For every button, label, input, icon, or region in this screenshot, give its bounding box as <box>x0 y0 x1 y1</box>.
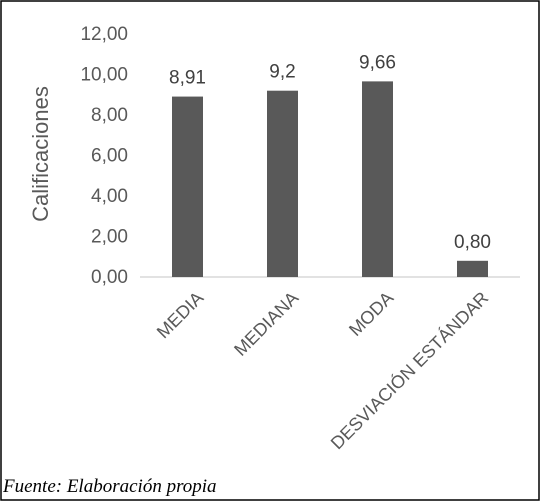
bar <box>172 96 203 277</box>
data-label: 8,91 <box>169 68 206 89</box>
y-tick-label: 0,00 <box>91 267 128 288</box>
data-label: 9,2 <box>269 62 295 83</box>
y-tick-label: 8,00 <box>91 105 128 126</box>
bar <box>362 81 393 277</box>
bar <box>267 90 298 277</box>
y-tick-label: 6,00 <box>91 146 128 167</box>
source-note: Fuente: Elaboración propia <box>2 476 217 497</box>
y-tick-label: 10,00 <box>80 65 128 86</box>
data-label: 0,80 <box>454 232 491 253</box>
y-tick-labels: 0,00 2,00 4,00 6,00 8,00 10,00 12,00 <box>80 24 128 288</box>
y-tick-label: 4,00 <box>91 186 128 207</box>
y-axis-title: Calificaciones <box>28 86 53 222</box>
data-labels: 8,91 9,2 9,66 0,80 <box>169 52 491 252</box>
data-label: 9,66 <box>359 52 396 73</box>
bar <box>457 260 488 277</box>
y-tick-label: 2,00 <box>91 227 128 248</box>
bar-series <box>172 81 488 277</box>
y-tick-label: 12,00 <box>80 24 128 45</box>
